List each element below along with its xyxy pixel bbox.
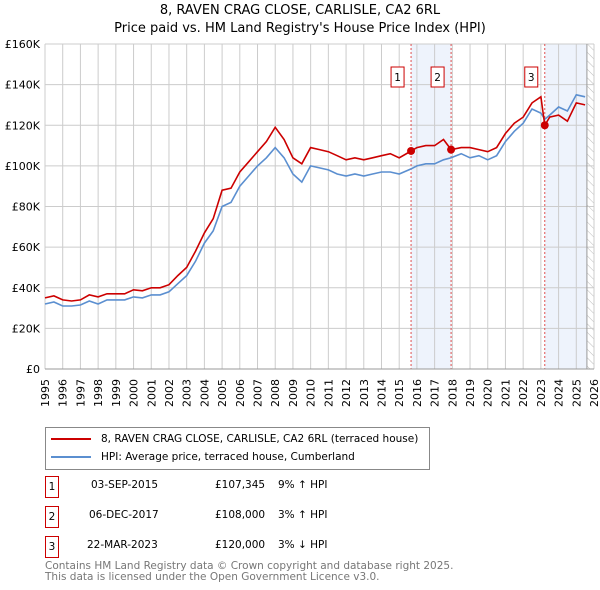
sale-label-box [430,66,445,88]
transaction-price: £108,000 [215,509,266,521]
chart-title: 8, RAVEN CRAG CLOSE, CARLISLE, CA2 6RL [159,3,441,18]
blue-line-swatch [51,456,91,458]
x-tick-label: 1996 [57,379,70,407]
x-tick-label: 2021 [499,379,512,407]
transaction-row: 1 03-SEP-2015 £107,345 9% ↑ HPI [45,476,545,498]
y-tick-label: £80K [12,201,41,214]
transaction-hpi: 3% ↑ HPI [278,509,328,521]
x-tick-label: 2009 [287,379,300,407]
y-tick-label: £100K [5,160,41,173]
x-tick-label: 2002 [163,379,176,407]
x-tick-label: 2025 [570,379,583,407]
transaction-date: 03-SEP-2015 [91,479,159,491]
sale-point [540,121,549,130]
x-tick-label: 2008 [269,379,282,407]
x-tick-label: 2012 [340,379,353,407]
transaction-price: £107,345 [215,479,266,491]
transaction-price: £120,000 [215,539,266,551]
sale-label: 3 [528,72,535,84]
x-tick-label: 2001 [145,379,158,407]
y-tick-label: £120K [5,119,41,132]
y-tick-label: £60K [12,241,41,254]
x-tick-label: 2017 [429,379,442,407]
x-tick-label: 1999 [110,379,123,407]
x-tick-label: 2019 [464,379,477,407]
x-tick-label: 2011 [322,379,335,407]
transaction-number: 2 [45,506,59,528]
sale-label: 2 [434,72,441,84]
x-tick-label: 2013 [358,379,371,407]
legend-label: HPI: Average price, terraced house, Cumb… [101,451,355,463]
red-line-swatch [51,438,91,440]
sale-label: 1 [394,72,401,84]
x-tick-label: 1998 [92,379,105,407]
legend-item-hpi: HPI: Average price, terraced house, Cumb… [51,449,355,465]
x-tick-label: 1995 [39,379,52,407]
x-tick-label: 2023 [535,379,548,407]
sale-point [407,146,416,155]
footer: Contains HM Land Registry data © Crown c… [45,561,453,583]
transaction-number: 3 [45,536,59,558]
sale-label-box [524,66,539,88]
transaction-row: 3 22-MAR-2023 £120,000 3% ↓ HPI [45,536,545,558]
y-tick-label: £40K [12,282,41,295]
x-tick-label: 2018 [446,379,459,407]
x-tick-label: 2004 [198,379,211,407]
sale-label-box [390,66,405,88]
price-chart: 1995 1996 1997 1998 1999 2000 2001 2002 2003 2004… [5,38,600,407]
licence-text: This data is licensed under the Open Gov… [45,571,380,583]
x-tick-label: 2005 [216,379,229,407]
x-tick-label: 2006 [234,379,247,407]
chart-subtitle: Price paid vs. HM Land Registry's House … [114,21,486,36]
legend: 8, RAVEN CRAG CLOSE, CARLISLE, CA2 6RL (… [45,427,430,470]
transaction-number: 1 [45,476,59,498]
copyright-text: Contains HM Land Registry data © Crown c… [45,560,454,572]
series-line [44,93,586,307]
series-line [44,95,586,302]
x-tick-label: 2020 [482,379,495,407]
x-tick-label: 2010 [305,379,318,407]
x-tick-label: 2014 [375,379,388,407]
transaction-hpi: 9% ↑ HPI [278,479,328,491]
x-tick-label: 2003 [181,379,194,407]
legend-label: 8, RAVEN CRAG CLOSE, CARLISLE, CA2 6RL (… [101,433,419,445]
transaction-row: 2 06-DEC-2017 £108,000 3% ↑ HPI [45,506,545,528]
x-tick-label: 2024 [553,379,566,407]
transaction-date: 06-DEC-2017 [89,509,159,521]
y-tick-label: £140K [5,79,41,92]
y-tick-label: £160K [5,38,41,51]
y-tick-label: £0 [26,363,40,376]
x-tick-label: 2022 [517,379,530,407]
x-tick-label: 2015 [393,379,406,407]
legend-item-property: 8, RAVEN CRAG CLOSE, CARLISLE, CA2 6RL (… [51,431,418,447]
x-tick-label: 2000 [128,379,141,407]
sale-point [447,145,456,154]
x-tick-label: 2016 [411,379,424,407]
transaction-date: 22-MAR-2023 [87,539,158,551]
x-tick-label: 1997 [74,379,87,407]
x-tick-label: 2007 [252,379,265,407]
x-tick-label: 2026 [588,379,600,407]
transaction-hpi: 3% ↓ HPI [278,539,328,551]
y-tick-label: £20K [12,322,41,335]
